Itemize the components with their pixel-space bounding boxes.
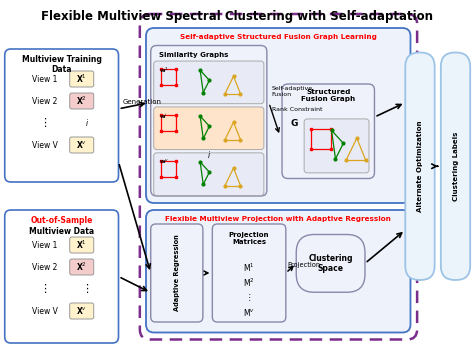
Text: Projection
Matrices: Projection Matrices (229, 232, 269, 245)
FancyBboxPatch shape (154, 153, 264, 196)
Text: X$^v$: X$^v$ (76, 306, 87, 316)
Text: w$^i$: w$^i$ (159, 112, 168, 121)
FancyBboxPatch shape (151, 46, 267, 196)
Text: X$^1$: X$^1$ (76, 239, 87, 251)
Text: Rank Constraint: Rank Constraint (272, 107, 322, 112)
Text: Generation: Generation (122, 99, 162, 105)
Text: Adaptive Regression: Adaptive Regression (174, 234, 180, 312)
Text: Self-adaptive Structured Fusion Graph Learning: Self-adaptive Structured Fusion Graph Le… (180, 34, 377, 40)
FancyBboxPatch shape (405, 52, 435, 280)
Text: Alternate Optimization: Alternate Optimization (417, 120, 423, 212)
Text: X$^v$: X$^v$ (76, 140, 87, 150)
Text: Structured
Fusion Graph: Structured Fusion Graph (301, 89, 356, 102)
Text: ⋮: ⋮ (39, 284, 50, 294)
FancyBboxPatch shape (70, 303, 94, 319)
Text: Flexible Multiview Projection with Adaptive Regression: Flexible Multiview Projection with Adapt… (165, 216, 391, 222)
FancyBboxPatch shape (154, 107, 264, 149)
Text: G: G (290, 119, 297, 128)
Text: View V: View V (32, 140, 57, 149)
FancyBboxPatch shape (282, 84, 374, 178)
Text: View 1: View 1 (32, 240, 57, 250)
Text: Out-of-Sample: Out-of-Sample (30, 216, 93, 225)
Text: View V: View V (32, 307, 57, 315)
FancyBboxPatch shape (5, 210, 118, 343)
Text: X$^1$: X$^1$ (76, 73, 87, 85)
FancyBboxPatch shape (146, 210, 410, 332)
FancyBboxPatch shape (146, 28, 410, 203)
Text: ⋮: ⋮ (245, 293, 253, 302)
FancyBboxPatch shape (70, 71, 94, 87)
Text: w$^v$: w$^v$ (159, 158, 169, 166)
Text: i: i (86, 119, 88, 127)
Text: X$^2$: X$^2$ (76, 261, 87, 273)
Text: M$^v$: M$^v$ (243, 307, 255, 318)
Text: Self-adaptive
Fusion: Self-adaptive Fusion (272, 86, 313, 97)
Text: View 1: View 1 (32, 75, 57, 84)
Text: View 2: View 2 (32, 97, 57, 105)
FancyBboxPatch shape (296, 234, 365, 292)
Text: View 2: View 2 (32, 262, 57, 272)
FancyBboxPatch shape (154, 61, 264, 104)
Text: Similarity Graphs: Similarity Graphs (159, 52, 228, 58)
Text: w$^1$: w$^1$ (159, 66, 169, 75)
Text: M$^2$: M$^2$ (243, 276, 255, 289)
Text: i: i (208, 150, 210, 160)
FancyBboxPatch shape (212, 224, 286, 322)
FancyBboxPatch shape (304, 119, 369, 173)
FancyBboxPatch shape (70, 237, 94, 253)
Text: ⋮: ⋮ (81, 284, 92, 294)
FancyBboxPatch shape (441, 52, 470, 280)
FancyBboxPatch shape (70, 93, 94, 109)
Text: ⋮: ⋮ (39, 118, 50, 128)
Text: Projection: Projection (288, 262, 321, 268)
Text: Multiview Data: Multiview Data (29, 227, 94, 236)
Text: Multiview Training
Data: Multiview Training Data (22, 55, 101, 75)
FancyBboxPatch shape (151, 224, 203, 322)
Text: M$^1$: M$^1$ (243, 262, 255, 274)
FancyBboxPatch shape (70, 137, 94, 153)
FancyBboxPatch shape (70, 259, 94, 275)
Text: Clustering Labels: Clustering Labels (453, 132, 458, 201)
FancyBboxPatch shape (5, 49, 118, 182)
Text: Flexible Multiview Spectral Clustering with Self-adaptation: Flexible Multiview Spectral Clustering w… (41, 10, 433, 23)
Text: X$^2$: X$^2$ (76, 95, 87, 107)
Text: Clustering
Space: Clustering Space (309, 254, 353, 273)
